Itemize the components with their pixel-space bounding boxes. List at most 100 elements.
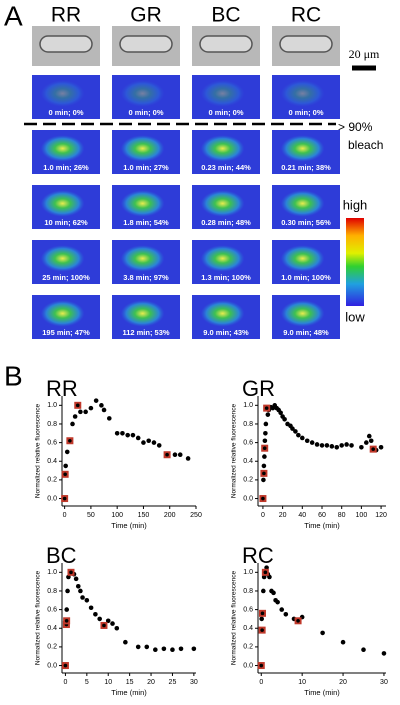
x-tick-label: 120 xyxy=(375,512,387,519)
fluorescence-signal xyxy=(120,135,165,162)
x-axis-label: Time (min) xyxy=(304,521,340,530)
data-point xyxy=(63,463,68,469)
y-axis-label: Normalized relative fluorescence xyxy=(231,403,238,498)
y-tick-label: 0.4 xyxy=(47,458,57,465)
image-label: 0.21 min; 38% xyxy=(281,163,331,172)
y-tick-label: 0.6 xyxy=(47,606,57,613)
fluorescence-signal xyxy=(280,190,325,217)
y-tick-label: 1.0 xyxy=(243,569,253,576)
data-point xyxy=(259,616,264,622)
fluorescence-signal xyxy=(120,300,165,327)
data-point xyxy=(261,588,266,594)
data-point xyxy=(275,599,280,605)
x-tick-label: 100 xyxy=(111,512,123,519)
data-point xyxy=(93,611,98,617)
x-axis-label: Time (min) xyxy=(111,521,147,530)
highlight-dot xyxy=(264,406,269,410)
data-point xyxy=(70,421,75,427)
y-tick-label: 0.2 xyxy=(47,644,57,651)
fluorescence-signal xyxy=(40,300,85,327)
data-point xyxy=(114,430,120,436)
data-point xyxy=(97,616,102,622)
data-point xyxy=(364,440,369,445)
data-point xyxy=(282,417,287,422)
data-point xyxy=(361,647,366,652)
data-point xyxy=(120,430,125,436)
data-point xyxy=(144,644,150,650)
data-point xyxy=(114,625,120,631)
data-point xyxy=(293,429,298,434)
image-label: 1.0 min; 26% xyxy=(43,163,89,172)
data-point xyxy=(110,621,115,626)
data-point xyxy=(300,435,305,441)
data-point xyxy=(309,440,315,445)
data-point xyxy=(66,574,71,580)
data-point xyxy=(93,398,99,403)
x-tick-label: 5 xyxy=(85,679,89,686)
data-point xyxy=(105,618,111,624)
highlight-dot xyxy=(63,663,68,668)
chart-title: RR xyxy=(46,376,78,401)
highlight-dot xyxy=(296,618,300,623)
fluorescence-signal xyxy=(40,190,85,217)
data-point xyxy=(64,607,70,612)
data-point xyxy=(271,590,276,596)
fluorescence-signal xyxy=(40,80,85,107)
cell-outline xyxy=(39,35,93,53)
image-label: 0.30 min; 56% xyxy=(281,218,331,227)
data-point xyxy=(83,409,88,415)
data-point xyxy=(72,414,78,419)
image-label: 9.0 min; 43% xyxy=(203,328,249,337)
data-point xyxy=(264,565,269,570)
y-tick-label: 0.0 xyxy=(47,495,57,502)
y-axis-label: Normalized relative fluorescence xyxy=(231,570,238,665)
data-point xyxy=(368,438,374,444)
fluorescence-signal xyxy=(40,245,85,272)
fluorescence-signal xyxy=(280,300,325,327)
bleach-label: > 90% xyxy=(338,120,373,134)
data-point xyxy=(170,647,175,652)
data-point xyxy=(84,597,90,603)
y-tick-label: 0.8 xyxy=(47,421,57,428)
highlight-dot xyxy=(371,447,376,451)
data-point xyxy=(125,432,130,438)
data-point xyxy=(146,438,152,444)
data-point xyxy=(64,449,70,455)
highlight-dot xyxy=(260,628,264,632)
x-tick-label: 10 xyxy=(298,679,306,686)
x-tick-label: 100 xyxy=(356,512,368,519)
data-point xyxy=(261,477,266,483)
data-point xyxy=(185,456,191,461)
cell-outline xyxy=(279,35,333,53)
fluorescence-signal xyxy=(200,190,245,217)
highlight-dot xyxy=(68,438,72,443)
data-point xyxy=(359,444,364,450)
x-tick-label: 40 xyxy=(298,512,306,519)
data-point xyxy=(339,443,344,448)
y-tick-label: 0.6 xyxy=(47,439,57,446)
fluorescence-signal xyxy=(120,80,165,107)
fluorescence-signal xyxy=(200,300,245,327)
y-tick-label: 1.0 xyxy=(47,402,57,409)
column-header: RR xyxy=(51,4,81,27)
data-point xyxy=(106,416,112,421)
x-tick-label: 0 xyxy=(261,512,265,519)
image-label: 0 min; 0% xyxy=(288,108,323,117)
image-label: 0 min; 0% xyxy=(48,108,83,117)
x-tick-label: 50 xyxy=(87,512,95,519)
x-tick-label: 0 xyxy=(63,512,67,519)
data-point xyxy=(320,630,325,636)
data-point xyxy=(263,430,268,436)
image-label: 10 min; 62% xyxy=(44,218,88,227)
data-point xyxy=(191,646,197,652)
data-point xyxy=(101,407,107,413)
x-tick-label: 10 xyxy=(104,679,112,686)
data-point xyxy=(340,639,346,645)
data-point xyxy=(153,647,158,652)
data-point xyxy=(262,454,267,459)
highlight-dot xyxy=(63,472,67,477)
data-point xyxy=(290,426,295,431)
image-label: 1.8 min; 54% xyxy=(123,218,169,227)
y-tick-label: 0.4 xyxy=(47,625,57,632)
highlight-dot xyxy=(69,570,73,575)
